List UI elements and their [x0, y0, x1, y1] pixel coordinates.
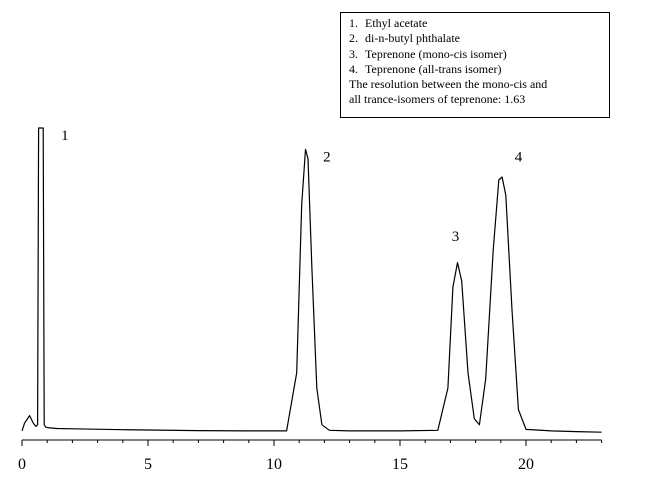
legend-entry-number: 1. [349, 16, 358, 30]
legend: 1. Ethyl acetate 2. di-n-butyl phthalate 3… [340, 12, 610, 118]
peak-label-3: 3 [452, 229, 460, 245]
x-tick-label: 0 [18, 456, 26, 473]
x-tick-label: 20 [518, 456, 534, 473]
legend-entry-3: 3. Teprenone (mono-cis isomer) [349, 47, 609, 62]
x-tick-label: 5 [144, 456, 152, 473]
legend-entry-number: 2. [349, 31, 358, 46]
legend-entry-2: 2. di-n-butyl phthalate [349, 31, 609, 46]
peak-label-1: 1 [61, 128, 69, 144]
x-tick-label: 15 [392, 456, 408, 473]
legend-entry-number: 3. [349, 46, 358, 61]
peak-labels: 1 2 3 4 [61, 128, 523, 245]
peak-label-2: 2 [323, 150, 331, 166]
series-line [21, 127, 602, 433]
peak-label-4: 4 [515, 150, 523, 166]
legend-entry-4: 4. Teprenone (all-trans isomer) [349, 62, 609, 77]
legend-entry-label: Ethyl acetate [365, 16, 428, 30]
legend-entry-1: 1. Ethyl acetate [349, 16, 609, 31]
x-axis-tick-labels: 0 5 10 15 20 [18, 456, 534, 473]
legend-entry-label: di-n-butyl phthalate [365, 31, 460, 46]
resolution-note-line-2: all trance-isomers of teprenone: 1.63 [349, 92, 526, 107]
x-tick-label: 10 [266, 456, 282, 473]
legend-entry-number: 4. [349, 61, 358, 76]
x-axis-ticks [21, 440, 603, 446]
legend-entry-label: Teprenone (mono-cis isomer) [365, 46, 507, 61]
resolution-note-line-1: The resolution between the mono-cis and [349, 77, 548, 92]
legend-entry-label: Teprenone (all-trans isomer) [365, 61, 502, 76]
